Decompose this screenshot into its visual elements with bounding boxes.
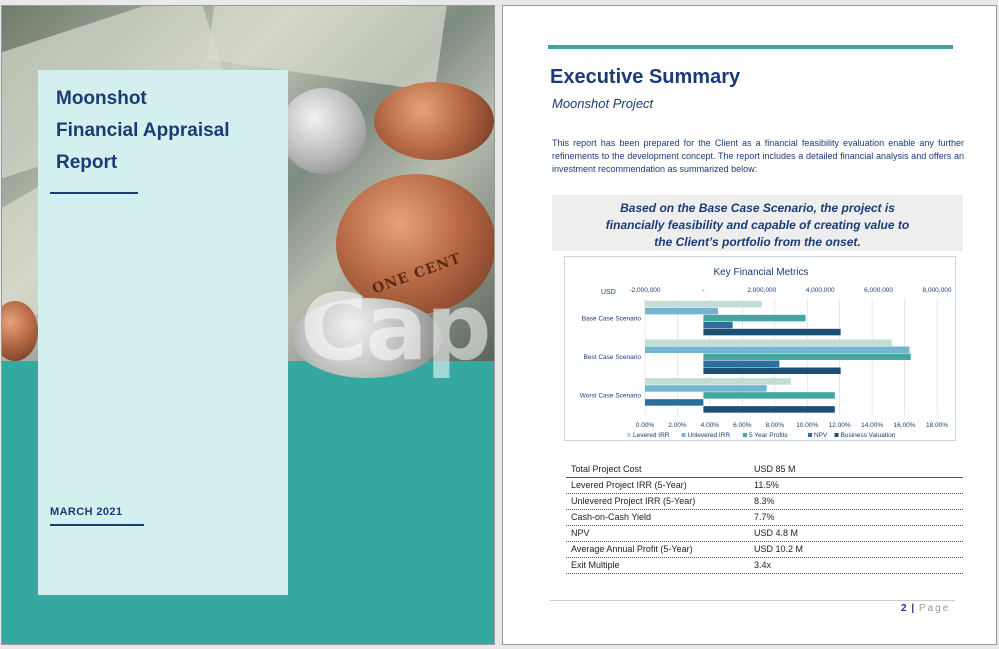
- chart-title: Key Financial Metrics: [713, 267, 808, 278]
- metric-value: 11.5%: [754, 480, 779, 490]
- page-number-value: 2: [901, 603, 908, 614]
- category-label: Best Case Scenario: [584, 354, 642, 361]
- top-axis-tick-label: 2,000,000: [747, 287, 776, 294]
- metric-value: 7.7%: [754, 512, 775, 522]
- bar-unlevered-irr: [645, 385, 767, 392]
- metrics-row: Average Annual Profit (5-Year) USD 10.2 M: [566, 542, 963, 558]
- header-rule: [548, 45, 953, 49]
- footer-rule: [550, 600, 955, 601]
- bar-npv: [703, 321, 733, 329]
- bar-business-valuation: [703, 406, 835, 413]
- metric-label: NPV: [571, 528, 590, 538]
- top-axis-tick-label: 4,000,000: [806, 287, 835, 294]
- metric-label: Total Project Cost: [571, 464, 642, 474]
- top-axis-tick-label: -: [702, 287, 704, 294]
- bar-5-year-profits: [703, 314, 806, 322]
- page-title: Executive Summary: [550, 66, 741, 88]
- metric-value: USD 4.8 M: [754, 528, 799, 538]
- date-underline: [50, 524, 144, 526]
- metric-label: Unlevered Project IRR (5-Year): [571, 496, 696, 506]
- metric-label: Average Annual Profit (5-Year): [571, 544, 693, 554]
- bottom-axis-tick-label: 16.00%: [894, 422, 916, 429]
- page-word: Page: [918, 603, 951, 614]
- bar-business-valuation: [703, 328, 841, 336]
- metric-value: 3.4x: [754, 560, 772, 570]
- bottom-axis-tick-label: 8.00%: [766, 422, 785, 429]
- metric-value: 8.3%: [754, 496, 775, 506]
- bar-5-year-profits: [703, 392, 835, 399]
- cover-page: ONE CENT Cap Moonshot Financial Appraisa…: [1, 5, 495, 645]
- metrics-table: Total Project Cost USD 85 M Levered Projec…: [566, 462, 963, 574]
- callout-line-2: financially feasibility and capable of c…: [605, 218, 910, 232]
- metric-value: USD 85 M: [754, 464, 796, 474]
- legend-label: 5 Year Profits: [749, 432, 788, 439]
- bar-npv: [645, 399, 704, 406]
- watermark-text: Cap: [300, 274, 491, 381]
- bottom-axis-tick-label: 2.00%: [668, 422, 687, 429]
- legend-label: Unlevered IRR: [688, 432, 731, 439]
- summary-page: Executive Summary Moonshot Project This …: [502, 5, 997, 645]
- top-axis-tick-label: 8,000,000: [923, 287, 952, 294]
- legend-swatch: [681, 433, 686, 437]
- metrics-row: Total Project Cost USD 85 M: [566, 462, 963, 478]
- metrics-row: Unlevered Project IRR (5-Year) 8.3%: [566, 494, 963, 510]
- metrics-row: Exit Multiple 3.4x: [566, 558, 963, 574]
- cover-title-box: Moonshot Financial Appraisal Report MARC…: [38, 70, 288, 595]
- cover-date: MARCH 2021: [50, 506, 123, 518]
- bar-business-valuation: [703, 367, 841, 374]
- metrics-row: Levered Project IRR (5-Year) 11.5%: [566, 478, 963, 494]
- bottom-axis-tick-label: 10.00%: [796, 422, 818, 429]
- cover-photo: ONE CENT: [2, 6, 494, 378]
- cover-title-line-2: Financial Appraisal: [56, 120, 230, 141]
- bottom-axis-tick-label: 18.00%: [926, 422, 948, 429]
- bottom-axis-tick-label: 6.00%: [733, 422, 752, 429]
- legend-label: Business Valuation: [841, 432, 896, 439]
- callout-line-3: the Client’s portfolio from the onset.: [654, 235, 861, 249]
- callout-line-1: Based on the Base Case Scenario, the pro…: [620, 201, 895, 215]
- intro-paragraph: This report has been prepared for the Cl…: [552, 138, 964, 174]
- bottom-axis-tick-label: 4.00%: [701, 422, 720, 429]
- bar-levered-irr: [645, 339, 892, 346]
- bottom-axis-tick-label: 0.00%: [636, 422, 655, 429]
- conclusion-callout: Based on the Base Case Scenario, the pro…: [552, 195, 963, 251]
- bar-unlevered-irr: [645, 307, 718, 315]
- legend-label: NPV: [814, 432, 828, 439]
- metric-label: Cash-on-Cash Yield: [571, 512, 652, 522]
- bar-5-year-profits: [703, 353, 911, 360]
- cover-title-line-3: Report: [56, 152, 118, 173]
- metric-label: Levered Project IRR (5-Year): [571, 480, 687, 490]
- bar-levered-irr: [645, 378, 791, 385]
- metric-value: USD 10.2 M: [754, 544, 804, 554]
- bar-npv: [703, 360, 780, 367]
- legend-swatch: [627, 433, 631, 437]
- cover-title-line-1: Moonshot: [56, 88, 147, 109]
- bar-levered-irr: [645, 300, 762, 308]
- bottom-axis-tick-label: 14.00%: [861, 422, 883, 429]
- key-metrics-chart: Key Financial Metrics USD -2,000,000-2,000…: [564, 256, 956, 441]
- metrics-row: NPV USD 4.8 M: [566, 526, 963, 542]
- top-axis-tick-label: -2,000,000: [629, 287, 660, 294]
- page-subtitle: Moonshot Project: [552, 96, 654, 111]
- legend-swatch: [743, 433, 747, 437]
- category-label: Base Case Scenario: [582, 315, 642, 322]
- legend-label: Levered IRR: [633, 432, 670, 439]
- title-underline: [50, 192, 138, 194]
- top-axis-tick-label: 6,000,000: [864, 287, 893, 294]
- page-number: 2 | Page: [901, 603, 951, 614]
- bar-unlevered-irr: [645, 346, 910, 353]
- legend-swatch: [808, 433, 812, 437]
- bottom-axis-tick-label: 12.00%: [829, 422, 851, 429]
- metric-label: Exit Multiple: [571, 560, 620, 570]
- category-label: Worst Case Scenario: [580, 393, 642, 400]
- top-axis-label: USD: [601, 289, 616, 296]
- legend-swatch: [834, 433, 839, 437]
- metrics-row: Cash-on-Cash Yield 7.7%: [566, 510, 963, 526]
